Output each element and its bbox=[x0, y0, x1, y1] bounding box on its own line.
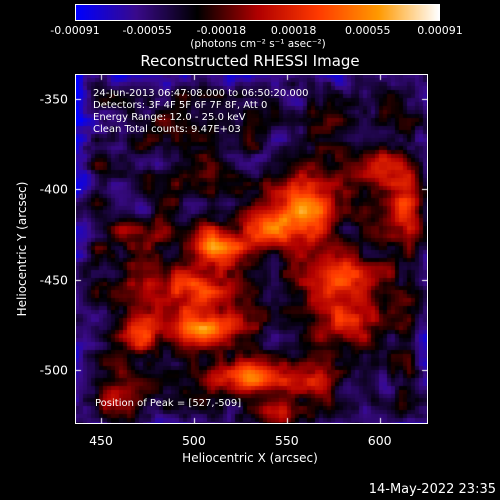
colorbar-tick-label: 0.00018 bbox=[270, 24, 317, 37]
y-tick-label: -450 bbox=[39, 272, 68, 288]
y-tick-label: -500 bbox=[39, 362, 68, 378]
datestamp: 14-May-2022 23:35 bbox=[368, 482, 496, 497]
y-tick-label: -350 bbox=[39, 91, 68, 107]
image-title: Reconstructed RHESSI Image bbox=[140, 52, 360, 70]
rhessi-image bbox=[75, 74, 428, 424]
colorbar-tick-label: -0.00018 bbox=[196, 24, 247, 37]
info-energy-range: Energy Range: 12.0 - 25.0 keV bbox=[93, 112, 246, 123]
info-method-counts: Clean Total counts: 9.47E+03 bbox=[93, 124, 241, 135]
colorbar-tick-label: -0.00091 bbox=[50, 24, 100, 37]
x-tick-label: 550 bbox=[274, 433, 299, 448]
x-tick-label: 600 bbox=[367, 433, 392, 448]
colorbar-tick-label: -0.00055 bbox=[122, 24, 172, 37]
colorbar-tick-label: 0.00091 bbox=[417, 24, 463, 37]
peak-position-label: Position of Peak = [527,-509] bbox=[95, 398, 242, 409]
info-detectors: Detectors: 3F 4F 5F 6F 7F 8F, Att 0 bbox=[93, 100, 268, 111]
info-time-range: 24-Jun-2013 06:47:08.000 to 06:50:20.000 bbox=[93, 88, 309, 99]
y-axis-label: Heliocentric Y (arcsec) bbox=[15, 181, 29, 317]
colorbar bbox=[75, 4, 440, 21]
x-tick-label: 500 bbox=[181, 433, 206, 448]
x-axis-label: Heliocentric X (arcsec) bbox=[182, 451, 318, 465]
y-tick-label: -400 bbox=[39, 181, 68, 197]
colorbar-unit-label: (photons cm⁻² s⁻¹ asec⁻²) bbox=[190, 38, 326, 50]
colorbar-tick-label: 0.00055 bbox=[345, 24, 391, 37]
x-tick-label: 450 bbox=[89, 433, 113, 448]
